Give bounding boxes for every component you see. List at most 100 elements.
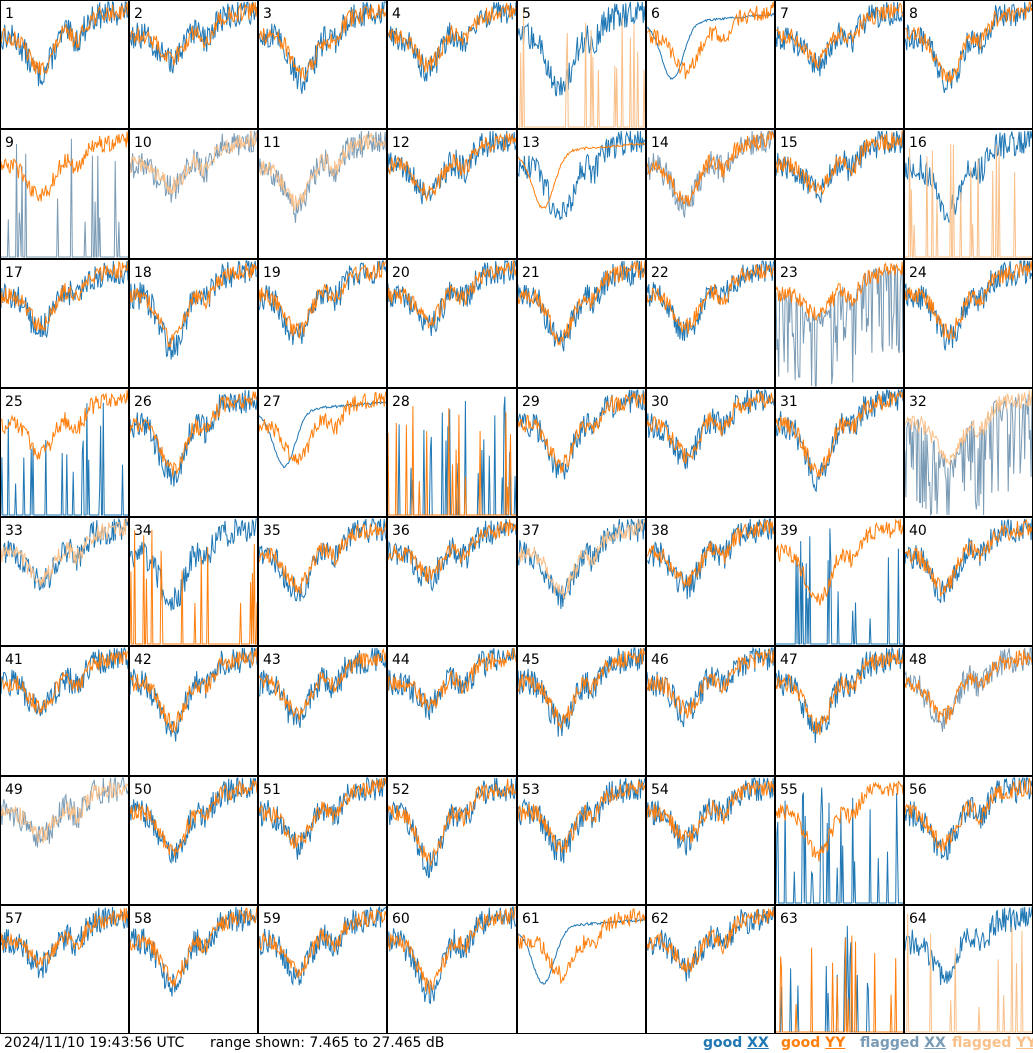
- panel-label: 43: [263, 652, 281, 668]
- panel-label: 1: [5, 6, 14, 22]
- panel-label: 44: [392, 652, 410, 668]
- panel-border: [646, 129, 775, 259]
- panel-border: [775, 388, 904, 517]
- panel-border: [0, 517, 129, 646]
- series-yy-panel-28: [387, 406, 516, 516]
- series-xx-panel-27: [258, 401, 387, 469]
- panel-2: 2: [129, 0, 258, 129]
- panel-border: [129, 646, 258, 776]
- panel-label: 36: [392, 523, 410, 539]
- panel-label: 61: [522, 911, 540, 927]
- series-yy-panel-60: [387, 906, 517, 994]
- series-yy-panel-33: [0, 518, 129, 587]
- panel-border: [387, 129, 517, 259]
- panel-border: [387, 517, 517, 646]
- series-yy-panel-14: [646, 130, 775, 206]
- panel-border: [387, 905, 517, 1034]
- panel-label: 46: [651, 652, 669, 668]
- series-xx-panel-24: [904, 260, 1033, 351]
- series-xx-panel-46: [646, 646, 775, 728]
- panel-border: [517, 905, 646, 1034]
- panel-border: [129, 905, 258, 1034]
- panel-label: 4: [392, 6, 401, 22]
- panel-43: 43: [258, 646, 387, 776]
- panel-34: 34: [129, 517, 258, 646]
- series-yy-panel-30: [646, 391, 775, 464]
- panel-label: 63: [780, 911, 798, 927]
- legend-good-xx: good XX: [703, 1035, 769, 1051]
- timestamp: 2024/11/10 19:43:56 UTC: [4, 1035, 185, 1051]
- panel-border: [0, 646, 129, 776]
- panel-8: 8: [904, 0, 1033, 129]
- range-readout: range shown: 7.465 to 27.465 dB: [210, 1035, 445, 1051]
- series-xx-panel-55: [775, 787, 903, 904]
- panel-30: 30: [646, 388, 775, 517]
- panel-label: 25: [5, 394, 23, 410]
- series-xx-panel-20: [387, 259, 517, 337]
- panel-border: [258, 776, 387, 905]
- panel-label: 15: [780, 135, 798, 151]
- panel-border: [775, 0, 904, 129]
- panel-border: [646, 776, 775, 905]
- panel-46: 46: [646, 646, 775, 776]
- panel-6: 6: [646, 0, 775, 129]
- panel-label: 41: [5, 652, 23, 668]
- series-yy-panel-18: [129, 262, 258, 348]
- series-xx-panel-13: [517, 130, 646, 220]
- panel-44: 44: [387, 646, 517, 776]
- panel-label: 57: [5, 911, 23, 927]
- series-yy-panel-61: [517, 908, 646, 985]
- panel-label: 13: [522, 135, 540, 151]
- series-yy-panel-62: [646, 906, 775, 973]
- panel-label: 50: [134, 782, 152, 798]
- panel-12: 12: [387, 129, 517, 259]
- panel-label: 16: [909, 135, 927, 151]
- panel-label: 27: [263, 394, 281, 410]
- series-xx-panel-26: [129, 389, 258, 487]
- panel-38: 38: [646, 517, 775, 646]
- panel-border: [258, 0, 387, 129]
- panel-border: [129, 259, 258, 388]
- series-yy-panel-5: [518, 9, 646, 128]
- panel-32: 32: [904, 388, 1033, 517]
- series-yy-panel-39: [775, 518, 904, 606]
- panel-27: 27: [258, 388, 387, 517]
- panel-label: 23: [780, 265, 798, 281]
- series-xx-panel-7: [775, 1, 904, 77]
- panel-7: 7: [775, 0, 904, 129]
- series-yy-panel-51: [258, 777, 387, 850]
- panel-label: 17: [5, 265, 23, 281]
- series-yy-panel-24: [904, 260, 1033, 341]
- series-yy-panel-49: [0, 780, 129, 844]
- panel-label: 60: [392, 911, 410, 927]
- series-yy-panel-53: [517, 780, 646, 853]
- series-yy-panel-36: [387, 519, 517, 583]
- panel-label: 39: [780, 523, 798, 539]
- series-xx-panel-16: [904, 130, 1033, 223]
- panel-border: [517, 388, 646, 517]
- panel-40: 40: [904, 517, 1033, 646]
- series-xx-panel-39: [776, 528, 903, 645]
- panel-border: [387, 388, 517, 517]
- panel-60: 60: [387, 905, 517, 1034]
- panel-border: [0, 388, 129, 517]
- series-yy-panel-10: [129, 130, 258, 194]
- panel-label: 64: [909, 911, 927, 927]
- panel-border: [517, 776, 646, 905]
- panel-label: 52: [392, 782, 410, 798]
- series-xx-panel-41: [0, 646, 129, 717]
- series-xx-panel-47: [775, 646, 904, 744]
- series-xx-panel-35: [258, 518, 387, 602]
- series-yy-panel-4: [387, 2, 517, 73]
- series-yy-panel-6: [646, 1, 775, 80]
- panel-22: 22: [646, 259, 775, 388]
- series-yy-panel-54: [646, 779, 775, 844]
- legend-flagged-yy: flagged YY: [952, 1035, 1033, 1051]
- series-yy-panel-11: [258, 132, 387, 211]
- panel-label: 49: [5, 782, 23, 798]
- series-yy-panel-58: [129, 906, 258, 988]
- panel-border: [775, 259, 904, 388]
- series-yy-panel-13: [517, 142, 646, 209]
- panel-border: [517, 129, 646, 259]
